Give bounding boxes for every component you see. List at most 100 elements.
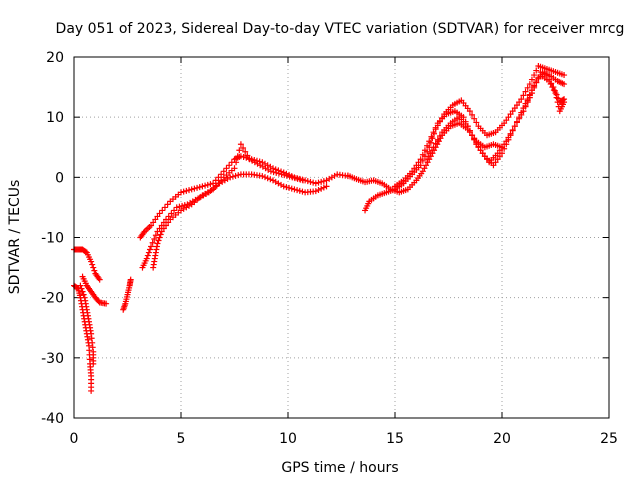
data-point — [90, 264, 97, 271]
data-point — [264, 175, 271, 182]
data-point — [226, 162, 233, 169]
data-point — [148, 243, 155, 250]
data-point — [419, 168, 426, 175]
data-point — [178, 189, 184, 196]
data-point — [516, 99, 523, 106]
data-point — [158, 228, 165, 235]
data-point — [207, 181, 214, 188]
data-point — [149, 239, 156, 246]
data-point — [168, 210, 175, 217]
data-point — [469, 111, 476, 118]
data-point — [428, 133, 435, 140]
data-point — [229, 173, 236, 180]
data-series — [120, 276, 134, 313]
data-point — [88, 387, 95, 394]
data-point — [421, 165, 428, 172]
data-point — [318, 178, 325, 185]
data-point — [154, 240, 161, 247]
data-point — [425, 153, 432, 160]
data-point — [161, 204, 168, 211]
data-point — [413, 162, 420, 169]
data-point — [294, 187, 301, 194]
data-point — [513, 118, 520, 125]
data-point — [210, 186, 217, 193]
data-point — [267, 176, 274, 183]
data-point — [240, 154, 247, 161]
data-point — [503, 117, 510, 124]
data-point — [242, 148, 249, 155]
data-point — [127, 276, 134, 283]
data-point — [509, 108, 516, 115]
data-point — [212, 183, 219, 190]
data-point — [78, 285, 85, 292]
data-point — [507, 111, 514, 118]
data-point — [173, 204, 180, 211]
data-point — [312, 180, 319, 187]
data-point — [561, 72, 568, 79]
data-point — [496, 147, 503, 154]
data-point — [421, 147, 428, 154]
data-point — [210, 180, 217, 187]
data-point — [430, 144, 437, 151]
data-point — [473, 119, 480, 126]
data-point — [411, 165, 418, 172]
data-point — [231, 165, 238, 172]
data-point — [146, 246, 153, 253]
data-point — [469, 132, 476, 139]
data-point — [157, 231, 164, 238]
data-point — [199, 183, 206, 190]
data-point — [553, 94, 560, 101]
data-point — [164, 201, 171, 208]
data-point — [240, 145, 247, 152]
data-point — [466, 127, 473, 134]
x-tick-label: 20 — [493, 431, 511, 447]
y-tick-label: 20 — [46, 50, 64, 66]
data-point — [165, 213, 172, 220]
data-point — [507, 132, 514, 139]
data-series — [137, 153, 351, 241]
data-point — [145, 249, 152, 256]
data-point — [471, 136, 478, 143]
data-point — [417, 156, 424, 163]
data-point — [218, 171, 225, 178]
data-series — [71, 246, 103, 283]
x-tick-label: 10 — [279, 431, 297, 447]
data-point — [518, 96, 525, 103]
data-point — [554, 99, 561, 106]
data-point — [320, 184, 327, 191]
data-point — [505, 136, 512, 143]
data-point — [492, 159, 499, 166]
data-point — [561, 81, 568, 88]
data-point — [163, 222, 170, 229]
data-point — [315, 186, 322, 193]
data-point — [244, 152, 251, 159]
data-point — [436, 132, 443, 139]
data-point — [549, 84, 556, 91]
data-point — [409, 168, 416, 175]
data-point — [547, 81, 554, 88]
data-point — [154, 213, 161, 220]
data-point — [156, 210, 163, 217]
x-tick-label: 15 — [386, 431, 404, 447]
data-point — [261, 174, 268, 181]
y-tick-label: -40 — [41, 411, 64, 427]
data-point — [283, 184, 290, 191]
data-point — [191, 185, 198, 192]
data-point — [236, 147, 243, 154]
data-point — [82, 248, 89, 255]
data-point — [477, 147, 484, 154]
data-point — [499, 150, 505, 157]
x-axis-label: GPS time / hours — [281, 460, 398, 476]
data-point — [91, 267, 98, 274]
data-point — [511, 123, 518, 130]
data-point — [150, 219, 157, 226]
data-point — [283, 172, 290, 179]
data-point — [270, 169, 277, 176]
data-point — [80, 291, 87, 298]
data-point — [541, 69, 548, 76]
data-point — [524, 84, 531, 91]
data-point — [152, 232, 159, 239]
data-point — [296, 187, 303, 194]
data-point — [323, 183, 330, 190]
